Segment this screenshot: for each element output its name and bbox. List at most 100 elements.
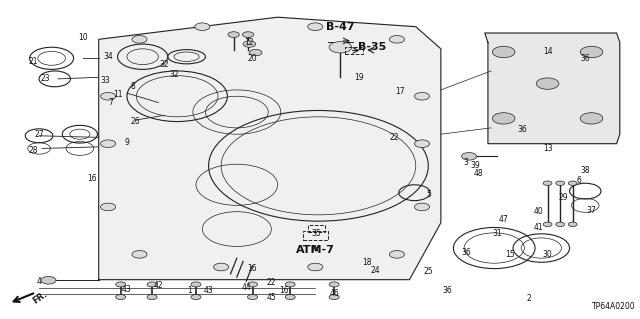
Text: 1: 1 (188, 286, 192, 295)
Text: 16: 16 (248, 264, 257, 273)
Circle shape (214, 263, 228, 271)
Text: 27: 27 (35, 130, 44, 139)
Text: 22: 22 (267, 278, 276, 287)
Circle shape (100, 140, 116, 147)
Text: 6: 6 (577, 175, 581, 185)
Text: 29: 29 (559, 193, 568, 202)
Polygon shape (99, 17, 441, 280)
Text: 11: 11 (113, 90, 122, 99)
Polygon shape (485, 33, 620, 144)
Circle shape (415, 140, 429, 147)
Text: 37: 37 (587, 206, 596, 215)
Text: 31: 31 (493, 229, 502, 238)
Text: 25: 25 (424, 267, 433, 276)
Circle shape (580, 113, 603, 124)
Text: 36: 36 (442, 286, 452, 295)
Bar (346, 47, 363, 54)
Text: 13: 13 (543, 144, 552, 153)
Circle shape (191, 294, 201, 300)
Text: 39: 39 (470, 161, 480, 170)
Circle shape (556, 181, 564, 185)
Circle shape (100, 203, 116, 211)
Circle shape (147, 282, 157, 287)
Text: FR.: FR. (31, 290, 49, 306)
Circle shape (285, 294, 295, 300)
Circle shape (543, 181, 552, 185)
Text: 16: 16 (279, 286, 289, 295)
Text: 28: 28 (28, 145, 38, 154)
Circle shape (492, 46, 515, 58)
Text: 48: 48 (474, 169, 483, 178)
Text: 7: 7 (109, 98, 114, 107)
Bar (303, 231, 328, 240)
Text: 17: 17 (396, 87, 405, 96)
Text: B-35: B-35 (358, 42, 386, 52)
Text: 34: 34 (103, 52, 113, 61)
Circle shape (116, 282, 125, 287)
Circle shape (580, 46, 603, 58)
Text: 32: 32 (169, 70, 179, 78)
Text: 23: 23 (40, 74, 50, 83)
Circle shape (243, 32, 254, 37)
Text: 15: 15 (505, 250, 515, 259)
Text: 35: 35 (312, 229, 321, 238)
Circle shape (389, 250, 404, 258)
Circle shape (556, 222, 564, 226)
Text: 32: 32 (160, 60, 170, 69)
Text: 33: 33 (100, 76, 110, 85)
Circle shape (329, 294, 339, 300)
Text: 3: 3 (463, 158, 468, 167)
Text: TP64A0200: TP64A0200 (592, 302, 636, 311)
Circle shape (116, 294, 125, 300)
Circle shape (536, 78, 559, 89)
Text: ATM-7: ATM-7 (296, 245, 335, 255)
Text: 2: 2 (526, 293, 531, 302)
Text: 30: 30 (543, 250, 552, 259)
Text: 26: 26 (131, 117, 140, 126)
Circle shape (308, 263, 323, 271)
Text: 9: 9 (125, 137, 129, 147)
Circle shape (285, 282, 295, 287)
Text: 24: 24 (370, 266, 380, 275)
Circle shape (191, 282, 201, 287)
Circle shape (543, 222, 552, 226)
Text: 41: 41 (533, 223, 543, 232)
Circle shape (492, 113, 515, 124)
Text: 42: 42 (154, 281, 163, 291)
Circle shape (195, 23, 210, 31)
Circle shape (243, 41, 255, 47)
Text: 5: 5 (426, 190, 431, 199)
Text: 45: 45 (266, 293, 276, 301)
Text: 46: 46 (329, 289, 339, 298)
Circle shape (329, 41, 352, 53)
Text: 38: 38 (580, 166, 590, 175)
Text: 8: 8 (131, 82, 136, 91)
Circle shape (132, 250, 147, 258)
Text: 36: 36 (580, 54, 590, 63)
Bar (308, 225, 325, 232)
Circle shape (41, 277, 56, 284)
Circle shape (100, 93, 116, 100)
Text: 40: 40 (533, 207, 543, 216)
Text: B-47: B-47 (326, 22, 355, 32)
Circle shape (461, 152, 477, 160)
Text: 21: 21 (28, 57, 38, 66)
Circle shape (415, 93, 429, 100)
Circle shape (568, 181, 577, 185)
Circle shape (248, 294, 257, 300)
Circle shape (250, 49, 262, 56)
Text: 36: 36 (518, 125, 527, 134)
Circle shape (329, 282, 339, 287)
Text: 10: 10 (78, 33, 88, 42)
Text: 43: 43 (122, 285, 132, 294)
Text: 12: 12 (244, 38, 254, 47)
Text: 22: 22 (389, 133, 399, 142)
Circle shape (389, 35, 404, 43)
Circle shape (415, 203, 429, 211)
Circle shape (147, 294, 157, 300)
Text: 43: 43 (204, 286, 214, 295)
Text: 4: 4 (36, 277, 42, 286)
Circle shape (248, 282, 257, 287)
Circle shape (228, 32, 239, 37)
Text: 47: 47 (499, 215, 509, 224)
